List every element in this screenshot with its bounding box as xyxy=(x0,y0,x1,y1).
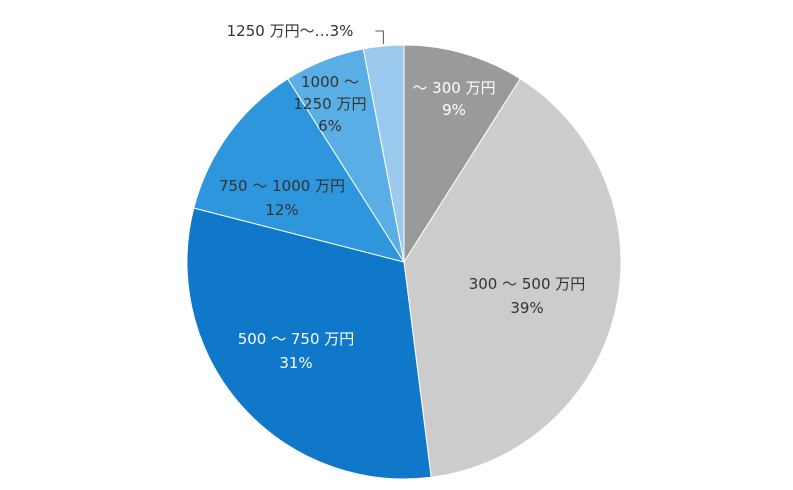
pie-slice-3 xyxy=(193,78,406,263)
pie-label-category-0: ～ 300 万円 xyxy=(412,79,495,97)
pie-label-percent-5: 3% xyxy=(330,22,354,40)
pie-label-percent-3: 12% xyxy=(265,201,298,219)
pie-label-percent-4: 6% xyxy=(318,117,342,135)
pie-label-percent-1: 39% xyxy=(510,299,543,317)
pie-label-category-5: 1250 万円～ xyxy=(227,22,315,40)
pie-label-category-4: 1000 ～ xyxy=(301,73,359,91)
pie-label-category-3: 750 ～ 1000 万円 xyxy=(219,177,345,195)
pie-label-5: 1250 万円～…3% xyxy=(227,22,354,40)
pie-label-suffix-5: … xyxy=(315,22,330,40)
pie-label-category-1: 300 ～ 500 万円 xyxy=(469,275,586,293)
callout-leader-line xyxy=(375,30,384,44)
pie-slice-5 xyxy=(362,44,405,263)
pie-label-category-line2-4: 1250 万円 xyxy=(294,95,367,113)
pie-label-percent-0: 9% xyxy=(442,101,466,119)
pie-slice-0 xyxy=(403,44,521,264)
pie-label-percent-2: 31% xyxy=(279,354,312,372)
pie-labels: ～ 300 万円 9% 300 ～ 500 万円 39% 500 ～ 750 万円 31%… xyxy=(219,22,585,372)
pie-slices xyxy=(186,44,622,480)
pie-slice-1 xyxy=(403,78,622,478)
pie-slice-2 xyxy=(186,207,432,480)
pie-label-category-2: 500 ～ 750 万円 xyxy=(238,330,355,348)
